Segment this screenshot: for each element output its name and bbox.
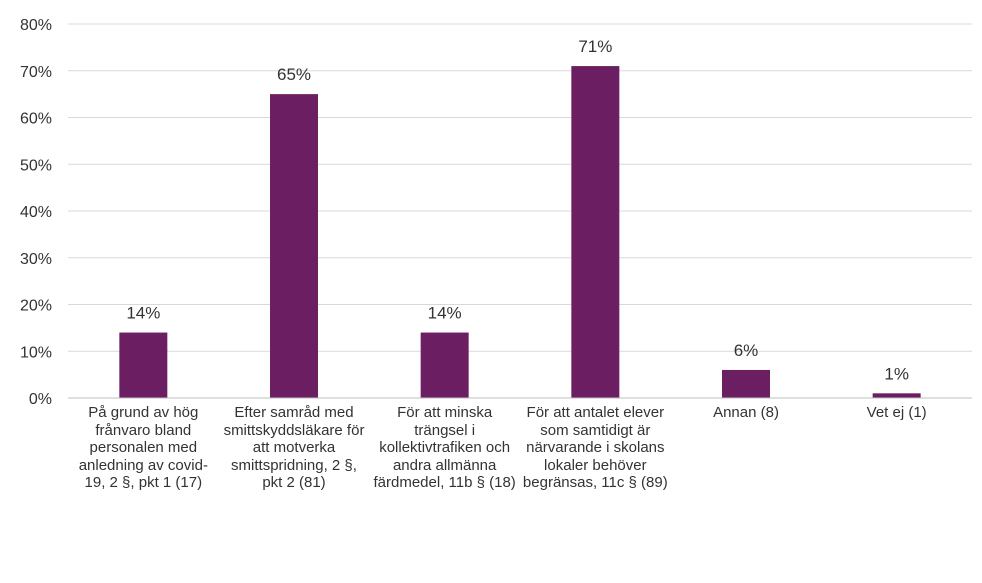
x-tick-label: Annan (8) [671,404,821,422]
x-tick-label: För att antalet elever som samtidigt är … [520,404,670,492]
data-label: 71% [578,37,612,56]
bar [270,94,318,398]
y-tick-label: 70% [20,64,52,81]
bar [421,333,469,398]
y-tick-label: 0% [29,391,52,408]
data-label: 14% [428,304,462,323]
y-tick-label: 80% [20,17,52,34]
data-label: 6% [734,341,759,360]
data-label: 65% [277,65,311,84]
y-tick-label: 10% [20,344,52,361]
x-tick-label: För att minska trängsel i kollektivtrafi… [370,404,520,492]
x-tick-label: Vet ej (1) [822,404,972,422]
y-tick-label: 40% [20,204,52,221]
data-label: 1% [884,364,909,383]
bars [119,66,920,398]
y-tick-label: 20% [20,298,52,315]
y-tick-label: 60% [20,111,52,128]
bar [571,66,619,398]
bar [119,333,167,398]
x-tick-label: På grund av hög frånvaro bland personale… [68,404,218,492]
bar [873,393,921,398]
data-labels: 14% 65% 14% 71% 6% 1% [126,37,909,383]
x-tick-label: Efter samråd med smittskyddsläkare för a… [219,404,369,492]
gridlines [68,24,972,351]
y-axis-ticks: 0% 10% 20% 30% 40% 50% 60% 70% 80% [20,17,52,408]
data-label: 14% [126,304,160,323]
y-tick-label: 50% [20,157,52,174]
y-tick-label: 30% [20,251,52,268]
bar [722,370,770,398]
